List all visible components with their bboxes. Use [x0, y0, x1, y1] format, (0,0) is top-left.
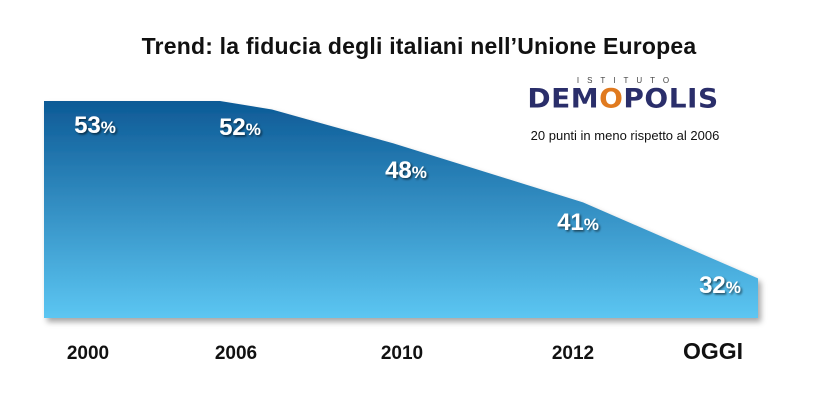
data-label-2006: 52% [219, 114, 261, 141]
chart-title: Trend: la fiducia degli italiani nell’Un… [141, 33, 697, 59]
x-tick-2000: 2000 [67, 343, 109, 364]
demopolis-logo: ISTITUTO DEMOPOLIS [518, 76, 728, 113]
x-tick-oggi: OGGI [683, 338, 743, 364]
x-tick-2006: 2006 [215, 343, 257, 364]
logo-top-text: ISTITUTO [576, 76, 678, 85]
x-tick-2010: 2010 [381, 343, 423, 364]
data-labels: 53% 52% 48% 41% 32% [74, 112, 741, 299]
data-label-2010: 48% [385, 157, 427, 184]
data-label-oggi: 32% [699, 272, 741, 299]
data-label-2012: 41% [557, 209, 599, 236]
x-tick-2012: 2012 [552, 343, 594, 364]
chart-annotation: 20 punti in meno rispetto al 2006 [530, 128, 720, 143]
trend-area [44, 101, 758, 318]
data-label-2000: 53% [74, 112, 116, 139]
x-axis-ticks: 2000 2006 2010 2012 OGGI [67, 338, 743, 364]
logo-wordmark: DEMOPOLIS [527, 82, 719, 115]
